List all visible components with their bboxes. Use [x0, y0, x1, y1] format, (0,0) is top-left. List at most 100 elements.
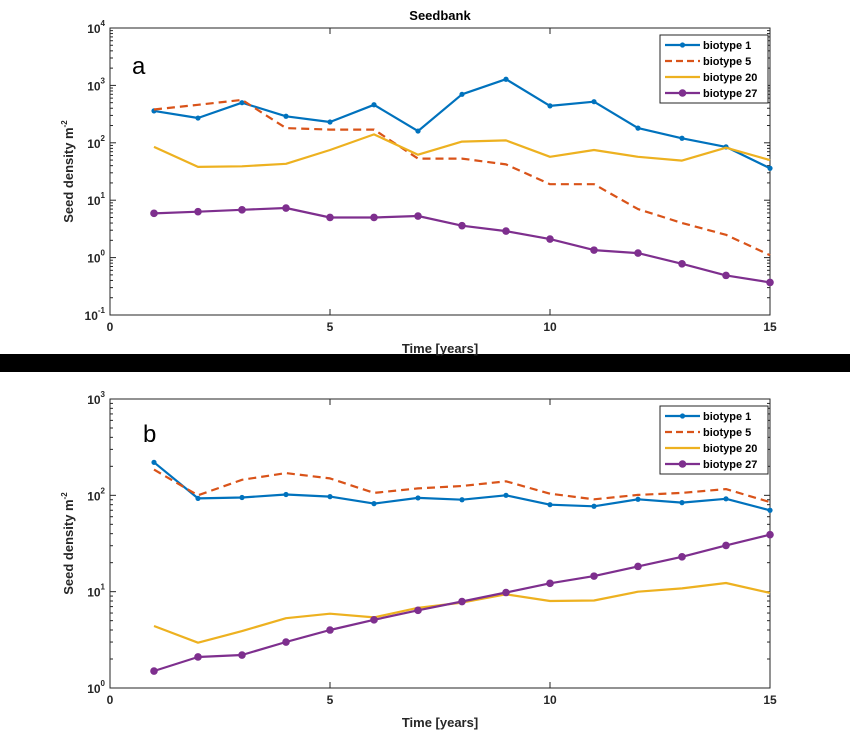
panel-a-x-axis-label: Time [years]: [402, 341, 478, 356]
panel-b-data-point-biotype-27: [546, 579, 554, 588]
panel-a-data-point-biotype-1: [679, 135, 685, 141]
panel-b-x-tick-label: 10: [543, 693, 557, 707]
panel-b-data-point-biotype-27: [634, 562, 642, 571]
panel-a-data-point-biotype-27: [766, 278, 774, 287]
panel-b-y-tick-label: 101: [87, 583, 105, 600]
panel-b-data-point-biotype-1: [547, 502, 553, 508]
panel-b-legend-box: [659, 405, 769, 475]
panel-b-data-point-biotype-1: [195, 495, 201, 501]
panel-b-data-point-biotype-27: [370, 616, 378, 624]
panel-b-y-tick-label: 102: [87, 486, 105, 503]
panel-a-y-axis-label-base: Seed density m: [61, 127, 76, 222]
panel-b-data-point-biotype-1: [459, 497, 465, 503]
panel-a-y-tick-label-base: 10: [87, 137, 101, 151]
panel-b-legend-label-biotype-27: biotype 27: [703, 459, 757, 471]
panel-a-data-point-biotype-1: [239, 100, 245, 106]
panel-a-y-tick-label-exponent: 3: [101, 76, 106, 85]
panel-a-x-tick-label: 15: [763, 320, 777, 334]
panel-b-y-axis-label-exponent: -2: [60, 492, 69, 500]
panel-a-data-point-biotype-27: [238, 206, 246, 214]
panel-a-y-tick-label-base: 10: [87, 194, 101, 208]
panel-a-y-tick-label-exponent: 0: [101, 249, 106, 258]
panel-separator-bar: [0, 354, 850, 372]
panel-b-y-tick-label-base: 10: [87, 586, 101, 600]
panel-a-data-point-biotype-27: [678, 259, 686, 268]
panel-b-data-point-biotype-27: [150, 667, 158, 675]
panel-a-y-tick-label-base: 10: [87, 252, 101, 266]
panel-a-y-tick-label: 103: [87, 76, 105, 93]
panel-a-data-point-biotype-27: [150, 209, 158, 218]
panel-a-data-point-biotype-1: [283, 113, 289, 119]
panel-b-x-tick-label: 5: [327, 693, 334, 707]
panel-b-data-point-biotype-1: [371, 501, 377, 507]
panel-a-series-line-biotype-20: [153, 133, 771, 168]
panel-b-data-point-biotype-27: [766, 530, 774, 539]
panel-a-y-tick-label: 100: [87, 249, 105, 266]
panel-b-data-point-biotype-1: [635, 496, 641, 502]
panel-b-y-tick-label-base: 10: [87, 489, 101, 503]
panel-b-y-axis-label-base: Seed density m: [61, 499, 76, 594]
panel-b-data-point-biotype-27: [282, 638, 290, 646]
panel-b-y-tick-label-exponent: 1: [101, 583, 106, 592]
panel-a-data-point-biotype-27: [370, 213, 378, 222]
panel-b-series-biotype-27: [150, 530, 774, 675]
panel-a-series-biotype-20: [153, 133, 771, 168]
panel-b-data-point-biotype-27: [326, 626, 334, 634]
panel-a-legend: biotype 1 biotype 5 biotype 20 biotype 27: [659, 34, 769, 104]
panel-a-series-biotype-27: [150, 204, 774, 287]
panel-a-panel-letter: a: [132, 53, 146, 80]
panel-a-y-tick-label-exponent: 1: [101, 191, 106, 200]
panel-a-y-tick-label-exponent: 4: [101, 19, 106, 28]
panel-b-data-point-biotype-27: [194, 653, 202, 661]
panel-b-x-axis-label: Time [years]: [402, 715, 478, 730]
panel-b-panel-letter: b: [143, 421, 156, 448]
panel-a-y-tick-label: 10-1: [85, 306, 106, 323]
panel-b-data-point-biotype-1: [283, 491, 289, 498]
panel-a-y-tick-label-base: 10: [85, 309, 99, 323]
panel-b-legend-label-biotype-1: biotype 1: [703, 411, 751, 423]
panel-a-data-point-biotype-1: [503, 76, 509, 82]
panel-b-x-tick-label: 0: [107, 693, 114, 707]
panel-a-data-point-biotype-27: [590, 246, 598, 254]
panel-b-y-tick-label-base: 10: [87, 393, 101, 407]
panel-a-legend-label-biotype-1: biotype 1: [703, 40, 751, 52]
panel-a-y-axis-label-exponent: -2: [60, 120, 69, 128]
panel-b-data-point-biotype-27: [458, 597, 466, 606]
panel-b-data-point-biotype-1: [151, 459, 157, 465]
panel-a-legend-box: [659, 34, 769, 104]
panel-a-data-point-biotype-1: [635, 125, 641, 131]
panel-b-series-biotype-1: [151, 459, 773, 513]
panel-b-y-tick-label: 100: [87, 679, 105, 696]
panel-b-data-point-biotype-27: [502, 588, 510, 597]
panel-b-data-point-biotype-27: [678, 553, 686, 561]
panel-b-data-point-biotype-27: [414, 606, 422, 615]
panel-b-data-point-biotype-1: [503, 492, 509, 498]
panel-a-legend-label-biotype-5: biotype 5: [703, 56, 751, 68]
panel-a-data-point-biotype-27: [458, 221, 466, 230]
panel-a-y-axis-label: Seed density m-2: [60, 120, 76, 223]
panel-a-x-tick-label: 10: [543, 320, 557, 334]
panel-a-series-biotype-5: [153, 98, 771, 257]
panel-a-data-point-biotype-27: [502, 227, 510, 235]
panel-b-y-tick-label-base: 10: [87, 682, 101, 696]
panel-a-data-point-biotype-27: [414, 212, 422, 220]
panel-b-y-tick-label: 103: [87, 390, 105, 407]
panel-a-data-point-biotype-27: [282, 204, 290, 212]
panel-b-legend-marker-biotype-27: [678, 460, 687, 468]
panel-a-y-tick-label: 102: [87, 134, 105, 151]
panel-b-legend-marker-biotype-1: [679, 413, 686, 419]
panel-a-y-tick-label: 101: [87, 191, 105, 208]
panel-a-data-point-biotype-1: [767, 165, 773, 171]
panel-b-y-tick-label-exponent: 3: [101, 390, 106, 399]
panel-b-data-point-biotype-1: [239, 494, 245, 501]
panel-a-title: Seedbank: [409, 8, 471, 23]
panel-b-legend-label-biotype-20: biotype 20: [703, 443, 757, 455]
panel-a-y-tick-label-base: 10: [87, 79, 101, 93]
panel-b-data-point-biotype-1: [767, 507, 773, 513]
panel-a-y-tick-label: 104: [87, 19, 105, 36]
panel-a-data-point-biotype-1: [195, 115, 201, 121]
panel-a-data-point-biotype-27: [722, 271, 730, 280]
panel-b-y-tick-label-exponent: 2: [101, 486, 106, 495]
